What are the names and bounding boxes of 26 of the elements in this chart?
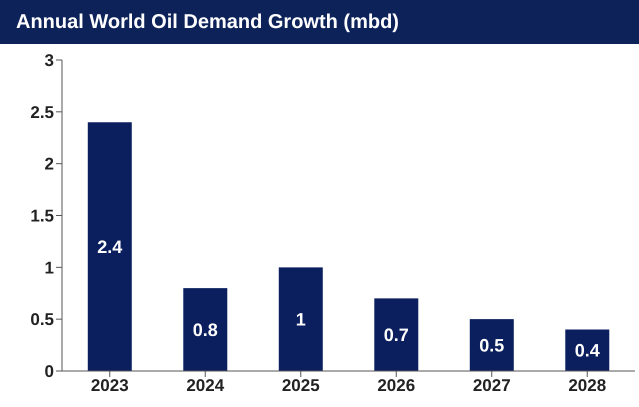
x-tick-label: 2028	[568, 376, 606, 396]
bar	[183, 288, 228, 371]
x-tick-label: 2026	[377, 376, 416, 396]
y-tick-label: 1	[44, 258, 54, 278]
y-tick-label: 2.5	[30, 102, 54, 122]
y-tick-label: 3	[44, 51, 54, 70]
chart-title: Annual World Oil Demand Growth (mbd)	[0, 0, 639, 44]
bar	[470, 319, 514, 371]
y-tick-label: 0	[44, 362, 54, 382]
x-tick-label: 2025	[282, 376, 320, 396]
y-tick-label: 1.5	[30, 206, 54, 226]
y-tick-label: 0.5	[30, 310, 54, 330]
bar	[88, 122, 132, 371]
data-label: 0.4	[574, 340, 600, 361]
data-label: 2.4	[97, 236, 122, 257]
bar	[278, 267, 323, 371]
data-label: 0.5	[479, 335, 504, 356]
data-label: 1	[296, 310, 306, 330]
x-tick-label: 2023	[90, 376, 129, 396]
bar	[565, 330, 610, 371]
data-label: 0.7	[384, 325, 409, 346]
x-tick-label: 2024	[186, 376, 225, 396]
data-label: 0.8	[192, 320, 218, 340]
x-tick-label: 2027	[472, 376, 511, 396]
y-tick-label: 2	[44, 154, 54, 174]
bar	[374, 298, 418, 371]
